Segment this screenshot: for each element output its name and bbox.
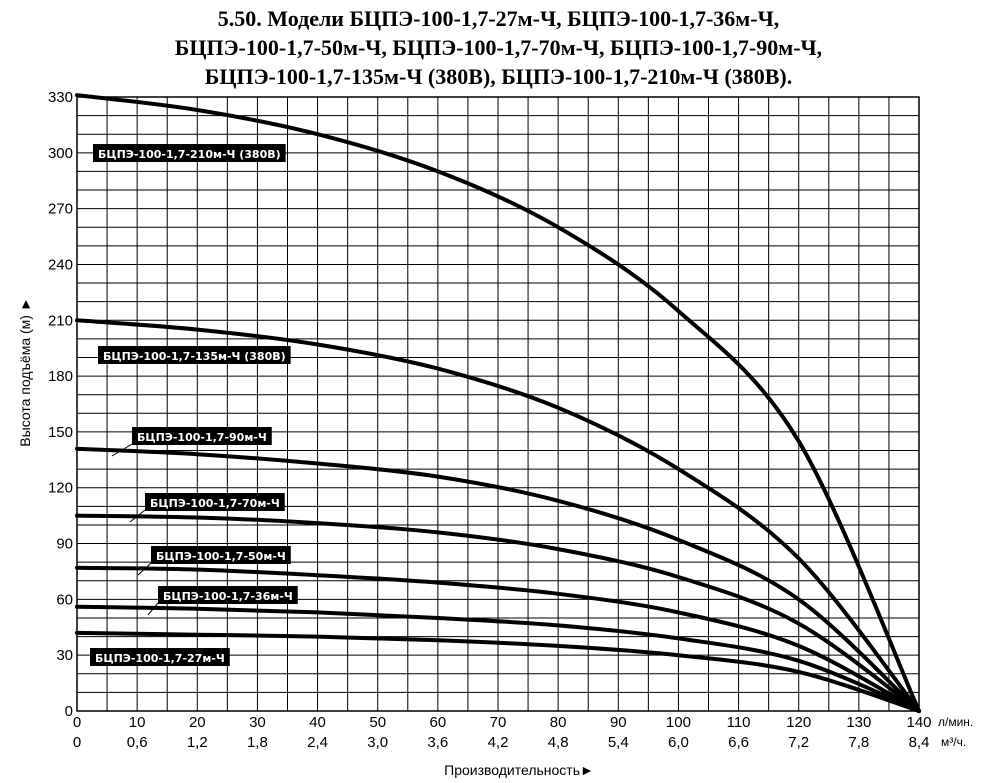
series-line (75, 565, 921, 713)
series-label-text: БЦПЭ-100-1,7-70м-Ч (150, 497, 280, 510)
plot-frame (76, 96, 920, 712)
y-tick-label: 90 (56, 536, 73, 553)
chart-title-line-3: БЦПЭ-100-1,7-135м-Ч (380В), БЦПЭ-100-1,7… (204, 64, 793, 89)
x-tick-label: 30 (249, 714, 266, 731)
x-unit-primary: л/мин. (938, 715, 973, 729)
series-line (75, 513, 921, 713)
x-tick-label-secondary: 7,8 (848, 734, 869, 751)
series-label-leader (111, 443, 133, 457)
series-label-text: БЦПЭ-100-1,7-27м-Ч (95, 652, 225, 665)
series-line (75, 446, 921, 713)
x-tick-label: 70 (490, 714, 507, 731)
series-label-box (132, 427, 272, 445)
x-tick-label: 120 (786, 714, 811, 731)
series-label: БЦПЭ-100-1,7-36м-Ч (147, 586, 298, 616)
y-tick-label: 270 (48, 201, 73, 218)
x-tick-label-secondary: 3,6 (427, 734, 448, 751)
x-tick-label-secondary: 5,4 (608, 734, 629, 751)
y-axis-label: Высота подъёма (м) ► (17, 297, 33, 446)
series-label-leader (137, 562, 152, 576)
series-label: БЦПЭ-100-1,7-70м-Ч (129, 493, 285, 523)
y-tick-label: 180 (48, 368, 73, 385)
series-label-box (151, 546, 291, 564)
x-tick-label: 0 (73, 714, 81, 731)
series-line (75, 93, 921, 713)
x-tick-label-secondary: 2,4 (307, 734, 328, 751)
series-labels: БЦПЭ-100-1,7-210м-Ч (380В) БЦПЭ-100-1,7-1… (90, 144, 298, 666)
x-tick-label-secondary: 1,2 (187, 734, 208, 751)
series-label: БЦПЭ-100-1,7-135м-Ч (380В) (98, 346, 291, 364)
chart-axes: 030609012015018021024027030033000100,620… (48, 89, 932, 751)
series-label-text: БЦПЭ-100-1,7-36м-Ч (163, 590, 293, 603)
y-tick-label: 300 (48, 145, 73, 162)
x-tick-label: 130 (846, 714, 871, 731)
x-tick-label: 50 (369, 714, 386, 731)
x-tick-label: 140 (906, 714, 931, 731)
series-line (75, 604, 921, 713)
x-tick-label-secondary: 0,6 (127, 734, 148, 751)
y-tick-label: 330 (48, 89, 73, 106)
series-label-box (98, 346, 291, 364)
x-tick-label-secondary: 4,2 (488, 734, 509, 751)
x-tick-label: 60 (430, 714, 447, 731)
series-label-box (145, 493, 285, 511)
series-label-leader (129, 509, 146, 523)
x-tick-label: 90 (610, 714, 627, 731)
series-label-text: БЦПЭ-100-1,7-135м-Ч (380В) (103, 350, 286, 363)
x-tick-label-secondary: 4,8 (548, 734, 569, 751)
y-tick-label: 60 (56, 591, 73, 608)
series-label: БЦПЭ-100-1,7-27м-Ч (90, 648, 230, 666)
x-tick-label: 110 (727, 714, 751, 731)
y-tick-label: 210 (48, 312, 73, 329)
chart-title: 5.50. Модели БЦПЭ-100-1,7-27м-Ч, БЦПЭ-10… (0, 4, 997, 91)
series-label-box (158, 586, 298, 604)
x-tick-label: 100 (666, 714, 691, 731)
series-label-leader (147, 602, 159, 616)
series-line (75, 318, 921, 713)
y-tick-label: 120 (48, 480, 73, 497)
x-unit-secondary: м³/ч. (941, 735, 966, 749)
y-tick-label: 30 (56, 647, 73, 664)
series-label: БЦПЭ-100-1,7-90м-Ч (111, 427, 272, 457)
series-label-box (93, 144, 286, 162)
series-label-text: БЦПЭ-100-1,7-210м-Ч (380В) (98, 148, 281, 161)
chart-title-line-1: 5.50. Модели БЦПЭ-100-1,7-27м-Ч, БЦПЭ-10… (217, 6, 780, 31)
x-tick-label-secondary: 3,0 (367, 734, 388, 751)
x-tick-label-secondary: 6,0 (668, 734, 689, 751)
x-axis-label: Производительность► (444, 762, 594, 778)
y-tick-label: 150 (48, 424, 73, 441)
series-label-text: БЦПЭ-100-1,7-90м-Ч (137, 431, 267, 444)
x-tick-label: 40 (309, 714, 326, 731)
x-tick-label-secondary: 8,4 (909, 734, 930, 751)
series-line (75, 630, 921, 713)
y-tick-label: 240 (48, 256, 73, 273)
series-label-text: БЦПЭ-100-1,7-50м-Ч (156, 550, 286, 563)
x-tick-label: 20 (189, 714, 206, 731)
x-tick-label-secondary: 0 (73, 734, 81, 751)
x-tick-label: 10 (129, 714, 146, 731)
x-tick-label: 80 (550, 714, 567, 731)
x-tick-label-secondary: 1,8 (247, 734, 268, 751)
x-tick-label-secondary: 7,2 (788, 734, 809, 751)
y-tick-label: 0 (65, 703, 73, 720)
x-tick-label-secondary: 6,6 (728, 734, 749, 751)
chart-title-line-2: БЦПЭ-100-1,7-50м-Ч, БЦПЭ-100-1,7-70м-Ч, … (174, 35, 823, 60)
series-label-box (90, 648, 230, 666)
series-label: БЦПЭ-100-1,7-50м-Ч (137, 546, 291, 576)
chart-curves (75, 93, 921, 713)
series-label: БЦПЭ-100-1,7-210м-Ч (380В) (93, 144, 286, 162)
